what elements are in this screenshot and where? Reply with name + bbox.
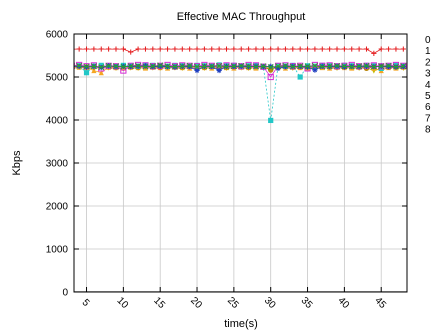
data-point: [268, 46, 273, 51]
data-point: [143, 63, 148, 68]
data-point: [268, 118, 273, 123]
legend-entry: 1: [425, 46, 431, 57]
x-tick-label: 10: [114, 295, 130, 311]
x-tick-label: 20: [188, 295, 204, 311]
data-point: [172, 46, 177, 51]
data-point: [334, 46, 339, 51]
y-axis-label: Kbps: [11, 150, 23, 176]
data-point: [371, 51, 376, 56]
data-point: [320, 46, 325, 51]
data-point: [393, 46, 398, 51]
data-point: [84, 46, 89, 51]
x-tick-label: 40: [335, 295, 351, 311]
x-tick-label: 5: [80, 297, 92, 309]
data-point: [180, 46, 185, 51]
data-point: [379, 46, 384, 51]
x-axis-label: time(s): [224, 318, 258, 330]
data-point: [357, 46, 362, 51]
series-1: [69, 46, 406, 56]
x-tick-label: 15: [151, 295, 167, 311]
x-tick-label: 45: [372, 295, 388, 311]
legend-entry: 4: [425, 80, 431, 91]
x-tick-label: 35: [299, 295, 315, 311]
y-tick-label: 3000: [46, 159, 69, 170]
data-point: [165, 46, 170, 51]
data-point: [275, 46, 280, 51]
series-5: [69, 62, 406, 123]
y-tick-label: 5000: [46, 73, 69, 84]
legend-entry: 5: [425, 91, 431, 102]
data-point: [261, 46, 266, 51]
data-point: [202, 46, 207, 51]
data-point: [386, 46, 391, 51]
data-point: [84, 70, 89, 75]
data-point: [327, 46, 332, 51]
data-point: [106, 46, 111, 51]
series-layer: [69, 46, 407, 292]
data-point: [401, 46, 406, 51]
data-point: [305, 46, 310, 51]
data-point: [364, 46, 369, 51]
data-point: [150, 46, 155, 51]
data-point: [217, 62, 222, 67]
data-point: [253, 46, 258, 51]
data-point: [342, 46, 347, 51]
data-point: [342, 65, 347, 70]
data-point: [224, 46, 229, 51]
data-point: [121, 46, 126, 51]
data-point: [209, 46, 214, 51]
data-point: [91, 46, 96, 51]
data-point: [77, 46, 82, 51]
data-point: [349, 46, 354, 51]
data-point: [143, 46, 148, 51]
data-point: [231, 46, 236, 51]
data-point: [113, 46, 118, 51]
chart-title: Effective MAC Throughput: [177, 11, 306, 23]
series-line: [72, 49, 404, 53]
data-point: [187, 64, 192, 69]
data-point: [298, 46, 303, 51]
data-point: [194, 46, 199, 51]
x-tick-label: 30: [262, 295, 278, 311]
data-point: [305, 65, 310, 70]
legend-entry: 0: [425, 35, 431, 46]
data-point: [187, 46, 192, 51]
data-point: [246, 46, 251, 51]
data-point: [135, 46, 140, 51]
legend-entry: 7: [425, 113, 431, 124]
legend-entry: 2: [425, 57, 431, 68]
legend-entry: 6: [425, 102, 431, 113]
data-point: [217, 46, 222, 51]
y-tick-label: 1000: [46, 245, 69, 256]
y-tick-label: 2000: [46, 202, 69, 213]
data-point: [312, 46, 317, 51]
data-point: [268, 64, 273, 69]
x-tick-label: 25: [225, 295, 241, 311]
y-tick-label: 4000: [46, 116, 69, 127]
data-point: [298, 74, 303, 79]
data-point: [283, 46, 288, 51]
y-tick-label: 6000: [46, 30, 69, 41]
data-point: [290, 46, 295, 51]
y-tick-label: 0: [62, 288, 68, 299]
data-point: [158, 46, 163, 51]
legend-entry: 8: [425, 125, 431, 136]
data-point: [158, 64, 163, 69]
data-point: [99, 46, 104, 51]
data-point: [239, 46, 244, 51]
data-point: [386, 64, 391, 69]
legend-entry: 3: [425, 69, 431, 80]
data-point: [128, 49, 133, 54]
data-point: [283, 64, 288, 69]
